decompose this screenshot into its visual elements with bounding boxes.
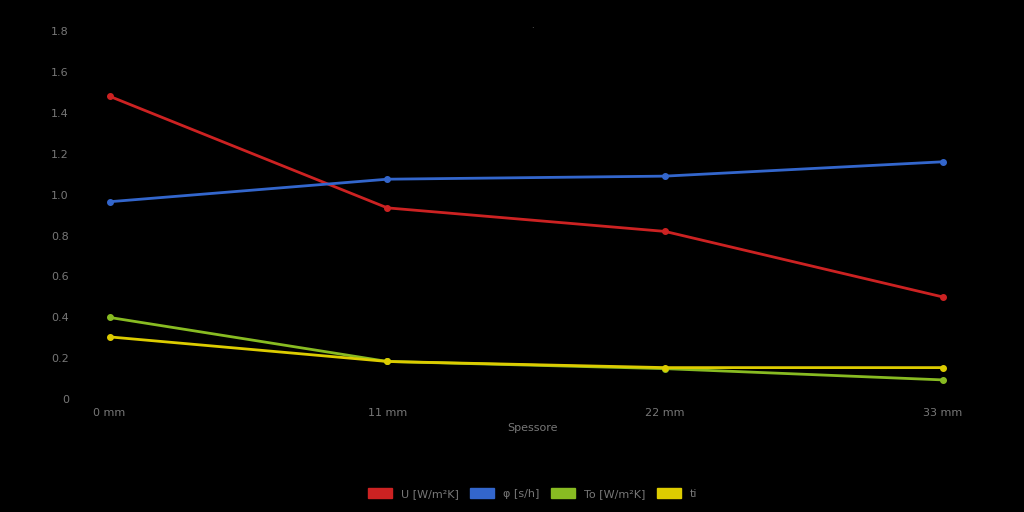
U [W/m²K] [381,205,393,211]
U [W/m²K] [103,93,116,99]
U [W/m²K] [937,294,949,300]
Line: To [W/m²K]: To [W/m²K] [106,315,945,382]
Line: U [W/m²K]: U [W/m²K] [106,94,945,300]
ti [658,365,671,371]
Title: .: . [531,21,534,30]
φ [s/h] [937,159,949,165]
X-axis label: Spessore: Spessore [507,423,558,433]
ti [103,334,116,340]
ti [381,358,393,365]
To [W/m²K] [937,377,949,383]
To [W/m²K] [381,358,393,365]
To [W/m²K] [658,366,671,372]
Line: φ [s/h]: φ [s/h] [106,159,945,204]
φ [s/h] [103,199,116,205]
φ [s/h] [381,176,393,182]
U [W/m²K] [658,228,671,234]
ti [937,365,949,371]
φ [s/h] [658,173,671,179]
Legend: U [W/m²K], φ [s/h], To [W/m²K], ti: U [W/m²K], φ [s/h], To [W/m²K], ti [362,482,702,504]
Line: ti: ti [106,334,945,370]
To [W/m²K] [103,314,116,321]
